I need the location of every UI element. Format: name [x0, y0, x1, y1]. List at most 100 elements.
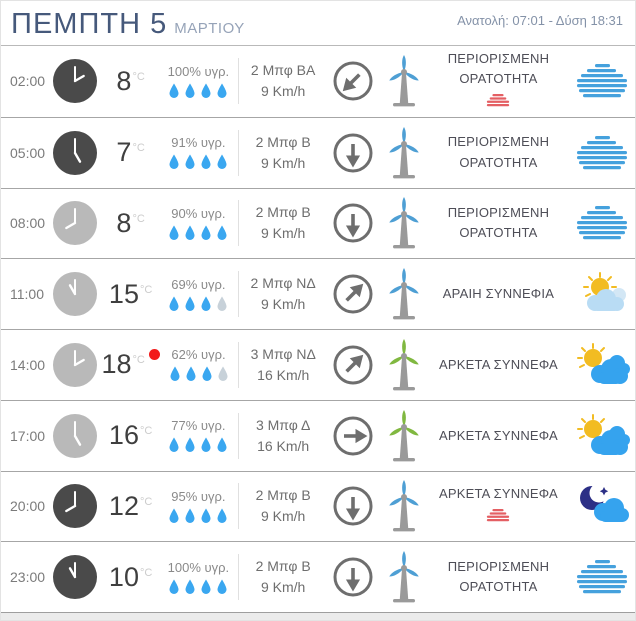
temperature-value: 12 [108, 490, 139, 521]
wind-cell: 2 Μπφ Β 9 Km/h [239, 202, 327, 244]
column-divider [238, 58, 240, 105]
humidity-cell: 90% υγρ. [159, 206, 239, 241]
humidity-droplets [159, 508, 239, 524]
moon-and-cloud-icon [579, 483, 629, 523]
sun-icon [576, 342, 605, 368]
droplet-icon [169, 225, 179, 240]
wind-turbine-icon [389, 126, 419, 179]
wind-turbine-icon [389, 55, 419, 107]
wind-speed-label: 9 Km/h [260, 225, 306, 242]
time-label: 14:00 [10, 356, 46, 373]
temperature-value: 10 [108, 561, 139, 592]
wind-cell: 2 Μπφ Β 9 Km/h [239, 132, 327, 174]
humidity-cell: 100% υγρ. [159, 64, 239, 99]
droplet-icon [201, 579, 211, 594]
droplet-icon [169, 296, 179, 311]
forecast-header: ΠΕΜΠΤΗ 5 ΜΑΡΤΙΟΥ Ανατολή: 07:01 - Δύση 1… [1, 1, 635, 46]
droplet-icon [185, 437, 195, 453]
hour-hand [68, 284, 76, 296]
hour-hand [73, 75, 85, 83]
turbine-cell [379, 550, 429, 604]
temperature-value: 16 [108, 420, 139, 451]
wind-speed-label: 9 Km/h [260, 154, 306, 171]
droplet-icon [217, 225, 227, 240]
clock-cell [47, 58, 103, 104]
turbine-blades [389, 409, 419, 436]
droplet-icon [217, 579, 227, 594]
wind-force-label: 2 Μπφ Β [255, 558, 311, 575]
page-title: ΠΕΜΠΤΗ 5 ΜΑΡΤΙΟΥ [11, 8, 245, 41]
max-temp-dot [148, 349, 160, 361]
light-cloud [586, 288, 626, 312]
time-label: 11:00 [10, 286, 44, 303]
column-divider [238, 483, 240, 530]
hour-hand [73, 434, 81, 446]
humidity-cell: 95% υγρ. [159, 489, 239, 524]
weather-description: ΠΕΡΙΟΡΙΣΜΕΝΗ ΟΡΑΤΟΤΗΤΑ [447, 134, 550, 170]
description-cell: ΑΡΚΕΤΑ ΣΥΝΝΕΦΑ [429, 484, 569, 529]
column-divider [238, 271, 240, 318]
fog-cloud-icon [576, 135, 627, 169]
wind-direction-cell [327, 131, 379, 175]
wind-cell: 2 Μπφ ΝΔ 9 Km/h [239, 273, 327, 315]
humidity-droplets [159, 296, 239, 312]
droplet-icon [185, 154, 195, 170]
clock-icon [52, 272, 97, 317]
humidity-droplets [159, 83, 239, 99]
sun-icon [576, 413, 605, 439]
wind-arrow [343, 428, 368, 443]
droplet-icon [169, 508, 179, 523]
weather-icon-cell [568, 133, 635, 173]
wind-force-label: 3 Μπφ Δ [255, 416, 311, 433]
temperature-unit: °C [132, 212, 145, 225]
weather-description: ΠΕΡΙΟΡΙΣΜΕΝΗ ΟΡΑΤΟΤΗΤΑ [447, 558, 550, 595]
turbine-cell [379, 267, 429, 321]
turbine-cell [379, 409, 429, 463]
forecast-row: 23:00 10 °C 100% υγρ. 2 Μπφ Β [1, 541, 635, 612]
weather-icon-cell [568, 342, 635, 388]
column-divider [238, 129, 240, 176]
weather-description: ΠΕΡΙΟΡΙΣΜΕΝΗ ΟΡΑΤΟΤΗΤΑ [447, 205, 550, 241]
forecast-row: 14:00 18 °C 62% υγρ. 3 Μπφ ΝΔ [1, 329, 635, 400]
column-divider [238, 341, 240, 388]
sun-and-clouds-icon [576, 413, 630, 455]
droplet-icon [170, 366, 180, 382]
wind-force-label: 2 Μπφ Β [255, 133, 311, 150]
weather-icon-cell [568, 557, 635, 597]
month-label: ΜΑΡΤΙΟΥ [174, 19, 245, 37]
droplet-icon [217, 508, 227, 523]
temperature-unit: °C [132, 142, 145, 155]
droplet-icon [169, 83, 179, 98]
wind-cell: 2 Μπφ Β 9 Km/h [239, 556, 327, 598]
wind-cell: 3 Μπφ ΝΔ 16 Km/h [239, 344, 327, 386]
temperature-unit: °C [139, 566, 153, 579]
weather-icon-cell [568, 203, 635, 243]
clock-cell [47, 483, 103, 529]
turbine-blades [389, 55, 419, 81]
wind-turbine-icon [389, 268, 419, 320]
humidity-droplets [159, 579, 239, 595]
forecast-rows: 02:00 8 °C 100% υγρ. 2 Μπφ ΒΑ [1, 46, 635, 612]
day-number: 5 [150, 7, 168, 40]
wind-direction-icon [333, 61, 373, 101]
clock-icon [52, 555, 97, 600]
droplet-icon [185, 225, 195, 240]
column-divider [238, 412, 240, 459]
droplet-icon [185, 296, 195, 311]
hour-hand [68, 567, 76, 579]
turbine-blades [389, 197, 419, 223]
humidity-droplets [159, 366, 239, 382]
clock-cell [47, 130, 103, 176]
wind-arrow [342, 73, 361, 92]
turbine-blades [389, 268, 419, 294]
temperature-value: 7 [116, 137, 132, 168]
wind-speed-label: 9 Km/h [260, 296, 306, 313]
time-label: 17:00 [10, 427, 46, 444]
forecast-row: 02:00 8 °C 100% υγρ. 2 Μπφ ΒΑ [1, 46, 635, 117]
humidity-label: 77% υγρ. [171, 418, 226, 434]
humidity-label: 62% υγρ. [171, 347, 226, 363]
bottom-strip [1, 612, 635, 620]
wind-direction-icon [333, 203, 373, 243]
humidity-cell: 77% υγρ. [159, 418, 239, 453]
